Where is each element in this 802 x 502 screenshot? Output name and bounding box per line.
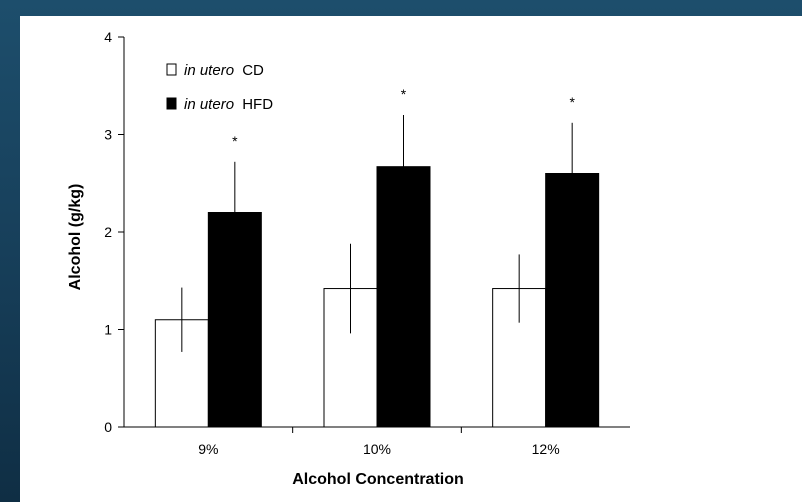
bar-cd: [492, 288, 547, 428]
significance-star: *: [232, 133, 238, 149]
y-axis-title: Alcohol (g/kg): [67, 184, 84, 291]
x-tick-label: 10%: [363, 441, 391, 457]
y-tick-label: 3: [104, 127, 112, 143]
legend-swatch-cd: [166, 63, 177, 76]
significance-star: *: [401, 86, 407, 102]
bar-hfd: [545, 173, 600, 428]
bar-hfd: [207, 212, 262, 428]
legend-label-cd: in utero CD: [184, 62, 264, 79]
x-tick-label: 9%: [198, 441, 218, 457]
significance-star: *: [569, 94, 575, 110]
chart-labels: 0 1 2 3 4 9% * 10% * 12% *: [104, 29, 575, 457]
x-axis-title: Alcohol Concentration: [292, 471, 464, 488]
y-tick-label: 0: [104, 419, 112, 435]
x-tick-label: 12%: [532, 441, 560, 457]
legend-label-hfd: in utero HFD: [184, 96, 273, 113]
chart-legend: in utero CD in utero HFD: [166, 62, 273, 113]
legend-swatch-hfd: [166, 97, 177, 110]
y-tick-label: 4: [104, 29, 112, 45]
y-tick-label: 2: [104, 224, 112, 240]
y-tick-label: 1: [104, 322, 112, 338]
chart-bars: [154, 115, 600, 428]
bar-hfd: [376, 166, 431, 428]
